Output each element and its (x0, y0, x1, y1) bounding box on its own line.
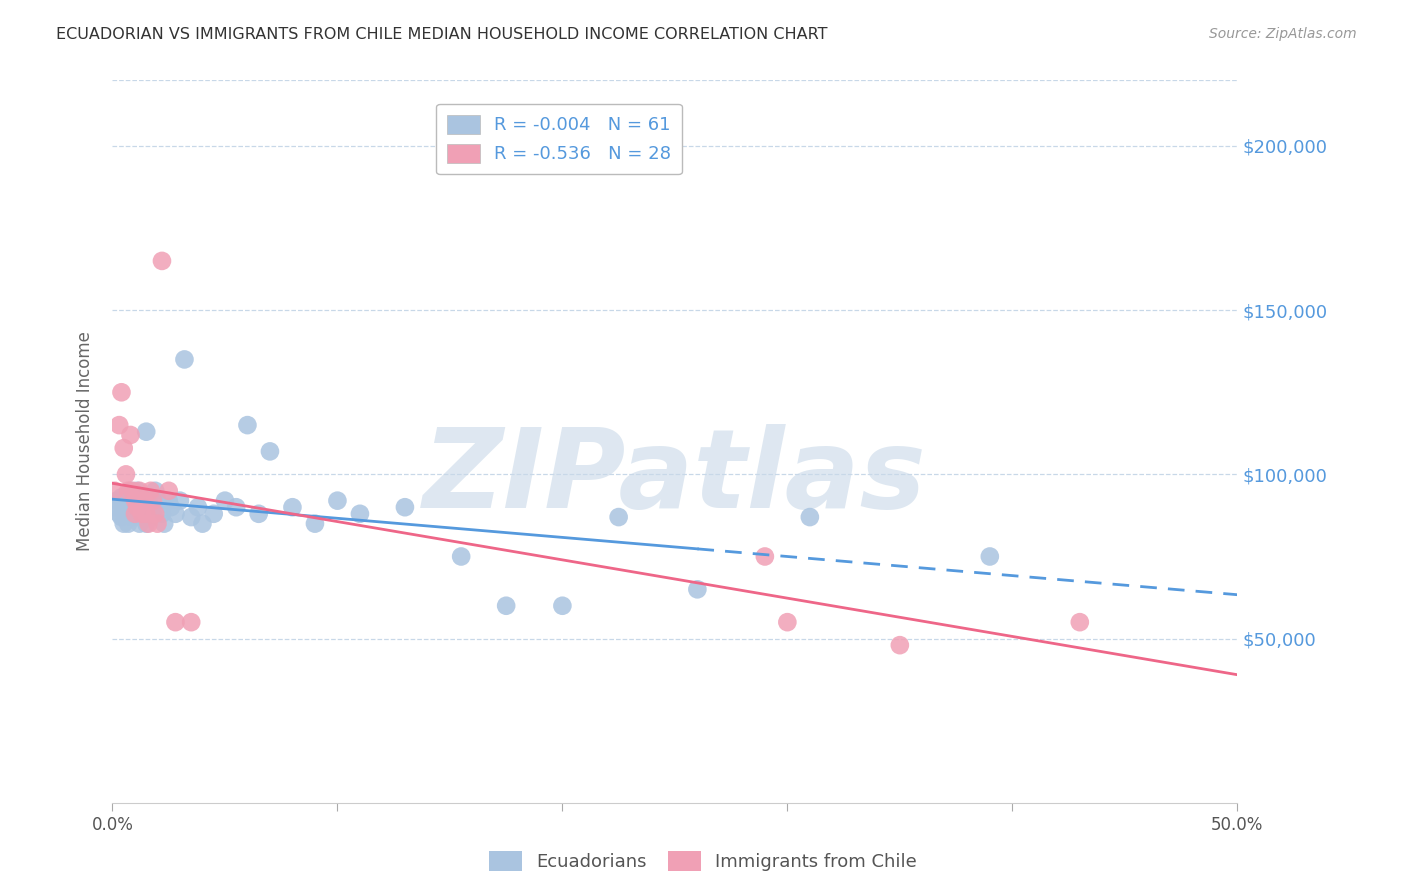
Point (127, 493, 149, 508)
Text: Source: ZipAtlas.com: Source: ZipAtlas.com (1209, 27, 1357, 41)
Point (128, 483, 150, 498)
Point (105, 493, 128, 508)
Point (127, 500, 149, 515)
Point (131, 493, 153, 508)
Point (450, 549, 472, 564)
Point (138, 516, 160, 531)
Point (142, 507, 165, 521)
Point (191, 516, 214, 531)
Point (607, 510, 630, 524)
Point (157, 493, 180, 508)
Point (132, 493, 155, 508)
Point (180, 510, 202, 524)
Text: ZIPatlas: ZIPatlas (423, 425, 927, 531)
Point (117, 516, 139, 531)
Point (304, 516, 326, 531)
Point (112, 500, 135, 515)
Point (132, 500, 155, 515)
Point (135, 507, 157, 521)
Point (120, 428, 142, 442)
Point (110, 385, 132, 400)
Point (131, 507, 153, 521)
Point (686, 582, 709, 597)
Point (112, 441, 135, 455)
Point (120, 483, 142, 498)
Point (187, 500, 209, 515)
Legend: Ecuadorians, Immigrants from Chile: Ecuadorians, Immigrants from Chile (482, 844, 924, 879)
Point (165, 615, 187, 630)
Point (132, 510, 155, 524)
Point (225, 500, 247, 515)
Point (142, 493, 165, 508)
Point (128, 516, 150, 531)
Point (135, 425, 157, 439)
Point (776, 615, 799, 630)
Point (115, 507, 138, 521)
Point (349, 507, 371, 521)
Point (143, 483, 166, 498)
Point (979, 549, 1001, 564)
Point (143, 507, 166, 521)
Point (180, 615, 202, 630)
Point (160, 500, 183, 515)
Point (214, 493, 236, 508)
Point (104, 483, 127, 498)
Point (117, 500, 139, 515)
Point (394, 500, 416, 515)
Point (104, 500, 127, 515)
Point (110, 510, 132, 524)
Point (121, 483, 143, 498)
Point (139, 483, 162, 498)
Point (117, 483, 139, 498)
Point (128, 500, 150, 515)
Point (1069, 615, 1091, 630)
Point (150, 507, 173, 521)
Point (124, 500, 146, 515)
Point (121, 510, 143, 524)
Point (108, 418, 131, 433)
Point (135, 516, 157, 531)
Point (150, 253, 173, 268)
Point (120, 507, 142, 521)
Point (799, 510, 821, 524)
Y-axis label: Median Household Income: Median Household Income (76, 332, 94, 551)
Point (146, 493, 169, 508)
Point (117, 491, 139, 505)
Point (326, 493, 349, 508)
Point (108, 507, 131, 521)
Point (124, 507, 146, 521)
Point (124, 507, 146, 521)
Point (157, 483, 180, 498)
Point (754, 549, 776, 564)
Point (259, 444, 281, 458)
Point (139, 500, 162, 515)
Point (202, 507, 225, 521)
Point (169, 493, 191, 508)
Point (112, 516, 135, 531)
Point (153, 516, 176, 531)
Point (247, 507, 270, 521)
Point (495, 599, 517, 613)
Legend: R = -0.004   N = 61, R = -0.536   N = 28: R = -0.004 N = 61, R = -0.536 N = 28 (436, 103, 682, 174)
Point (138, 493, 160, 508)
Point (889, 638, 911, 652)
Point (165, 507, 187, 521)
Point (173, 352, 195, 367)
Point (124, 493, 146, 508)
Point (236, 418, 259, 433)
Point (115, 493, 138, 508)
Text: ECUADORIAN VS IMMIGRANTS FROM CHILE MEDIAN HOUSEHOLD INCOME CORRELATION CHART: ECUADORIAN VS IMMIGRANTS FROM CHILE MEDI… (56, 27, 828, 42)
Point (127, 483, 149, 498)
Point (115, 467, 138, 482)
Point (551, 599, 574, 613)
Point (131, 507, 153, 521)
Point (146, 516, 169, 531)
Point (281, 500, 304, 515)
Point (121, 493, 143, 508)
Point (110, 491, 132, 505)
